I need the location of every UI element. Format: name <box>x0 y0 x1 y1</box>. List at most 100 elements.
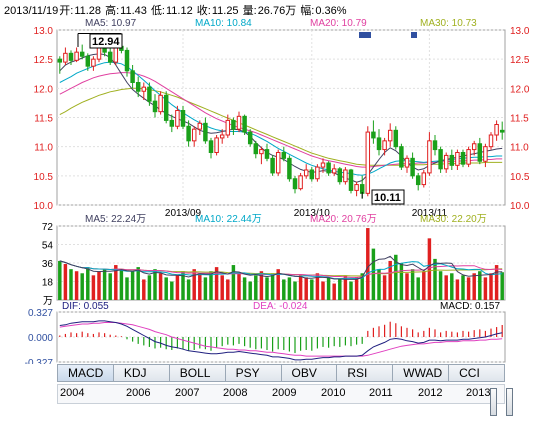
candle-body <box>477 143 483 162</box>
date-tick-label: 2013/11 <box>412 208 448 219</box>
min-price-box <box>371 189 405 205</box>
candle-body <box>315 166 320 180</box>
tab-obv[interactable]: OBV <box>281 364 338 382</box>
tab-rsi[interactable]: RSI <box>337 364 394 382</box>
price-tick-right: 12.5 <box>510 55 530 66</box>
volume-bar <box>158 273 163 300</box>
candle-body <box>466 149 471 165</box>
volume-bar <box>58 260 62 300</box>
volume-bar <box>326 277 331 300</box>
volume-tick-label: 36 <box>42 259 54 270</box>
volume-bar <box>377 269 381 300</box>
timeline-year: 2013 <box>466 387 491 399</box>
volume-bar <box>69 269 73 300</box>
candle-body <box>135 82 141 92</box>
volume-bar <box>332 283 336 300</box>
macd-tick-label: 0.000 <box>28 333 53 344</box>
candle-body <box>393 129 399 148</box>
volume-bar <box>422 271 426 300</box>
macd-legend-macd: MACD: 0.157 <box>440 301 500 312</box>
volume-bar <box>321 281 325 300</box>
candle-body <box>460 152 466 165</box>
tab-psy[interactable]: PSY <box>225 364 282 382</box>
volume-bar <box>63 264 68 300</box>
candle-body <box>124 49 130 72</box>
candle-body <box>331 168 337 174</box>
price-tick-left: 12.0 <box>34 84 54 95</box>
macd-legend-dif: DIF: 0.055 <box>62 301 109 312</box>
price-ma20-line <box>59 72 503 168</box>
candle-body <box>169 119 175 127</box>
price-legend-ma10: MA10: 10.84 <box>195 18 252 29</box>
price-ma5-line <box>59 53 503 183</box>
quote-header: 2013/11/19开:11.28 高:11.43 低:11.12 收:11.2… <box>4 2 348 18</box>
candle-body <box>309 169 315 180</box>
candle-body <box>242 115 247 133</box>
volume-bar <box>97 271 101 300</box>
volume-bar <box>298 275 303 300</box>
price-tick-right: 11.5 <box>510 114 529 125</box>
timeline-year: 2011 <box>369 387 393 399</box>
tab-kdj[interactable]: KDJ <box>113 364 170 382</box>
volume-bar <box>310 279 314 300</box>
event-marker-icon <box>359 32 365 38</box>
tab-wwad[interactable]: WWAD <box>393 364 450 382</box>
candle-body <box>158 94 163 113</box>
volume-tick-label: 72 <box>42 222 54 233</box>
volume-label: 量: <box>242 5 257 17</box>
candle-body <box>471 143 477 151</box>
candle-body <box>281 152 287 159</box>
tab-boll[interactable]: BOLL <box>169 364 226 382</box>
tab-cci[interactable]: CCI <box>449 364 505 382</box>
close-value: 11.25 <box>211 5 239 17</box>
max-price-box <box>89 33 123 49</box>
date-tick-label: 2013/10 <box>294 208 331 219</box>
volume-value: 26.76万 <box>257 5 297 17</box>
volume-bar <box>293 281 297 300</box>
candle-body <box>91 58 96 67</box>
volume-bar <box>91 275 96 300</box>
volume-bar <box>433 258 437 300</box>
candle-body <box>147 86 152 102</box>
candle-body <box>191 128 197 142</box>
candle-body <box>415 175 421 186</box>
volume-bar <box>360 273 364 300</box>
volume-bar <box>153 269 157 300</box>
candle-body <box>63 52 68 63</box>
volume-bar <box>427 238 432 300</box>
high-label: 高: <box>105 5 120 17</box>
timeline-year: 2012 <box>418 387 443 399</box>
volume-bar <box>136 267 140 300</box>
macd-dea-line <box>59 322 503 357</box>
price-legend-ma30: MA30: 10.73 <box>420 18 477 29</box>
volume-bar <box>130 271 135 300</box>
volume-bar <box>220 275 224 300</box>
tab-macd[interactable]: MACD <box>57 364 114 382</box>
volume-bar <box>114 265 118 300</box>
macd-tick-label: -0.327 <box>25 358 54 364</box>
volume-legend-ma5: MA5: 22.24万 <box>85 214 146 225</box>
timeline-left-handle[interactable] <box>490 388 497 416</box>
price-legend-ma20: MA20: 10.79 <box>310 18 367 29</box>
candle-body <box>298 175 303 190</box>
volume-bar <box>338 279 342 300</box>
volume-unit-label: 万 <box>43 296 53 307</box>
volume-bar <box>410 269 415 300</box>
macd-dif-line <box>59 320 503 361</box>
volume-bar <box>416 277 420 300</box>
timeline-right-handle[interactable] <box>506 388 513 416</box>
volume-bar <box>270 273 275 300</box>
candle-body <box>275 152 281 174</box>
close-label: 收: <box>196 5 211 17</box>
candle-body <box>85 55 91 67</box>
volume-bar <box>203 277 208 300</box>
volume-bar <box>231 265 236 300</box>
timeline-navigator[interactable] <box>57 384 505 404</box>
candle-body <box>410 157 415 177</box>
volume-bar <box>265 277 269 300</box>
timeline-year: 2008 <box>223 387 248 399</box>
volume-bar <box>74 271 79 300</box>
volume-bar <box>164 277 168 300</box>
candle-body <box>264 149 270 159</box>
stock-chart[interactable]: 10.0 10.0 10.5 10.5 11.0 11.0 11.5 11.5 12.0 12.0… <box>0 0 534 364</box>
